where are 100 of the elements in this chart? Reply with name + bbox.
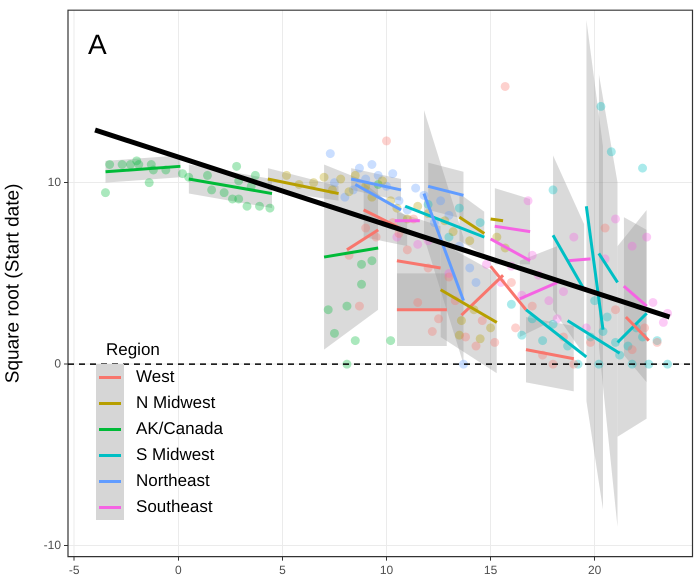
point	[548, 320, 558, 329]
point	[558, 287, 568, 296]
point	[511, 323, 520, 332]
legend-label: Northeast	[136, 471, 210, 491]
point	[413, 298, 422, 307]
point	[372, 232, 381, 242]
point	[367, 160, 376, 169]
y-tick-label: 10	[48, 174, 62, 189]
point	[413, 240, 422, 249]
point	[134, 160, 144, 169]
point	[265, 204, 274, 213]
point	[388, 169, 398, 178]
point	[448, 227, 458, 236]
point	[486, 323, 496, 332]
point	[476, 334, 485, 344]
point	[444, 272, 454, 282]
point	[586, 338, 595, 347]
x-tick-label: 20	[588, 563, 602, 578]
point	[105, 160, 114, 169]
point	[606, 147, 616, 156]
point	[517, 330, 526, 340]
point	[324, 305, 333, 314]
point	[282, 170, 292, 180]
point	[250, 170, 260, 180]
point	[506, 278, 516, 287]
point	[436, 196, 446, 206]
point	[628, 345, 637, 354]
point	[628, 242, 637, 251]
point	[354, 164, 364, 173]
point	[428, 327, 437, 336]
text: A	[88, 28, 107, 60]
point	[354, 302, 364, 311]
point	[357, 260, 366, 269]
x-tick-label: 5	[279, 563, 286, 578]
point	[538, 336, 548, 346]
point	[610, 305, 620, 314]
point	[386, 336, 396, 346]
legend-label: West	[136, 367, 174, 387]
x-tick-label: 10	[380, 563, 394, 578]
point	[642, 232, 652, 242]
point	[472, 278, 481, 287]
legend-label: S Midwest	[136, 445, 214, 465]
x-tick-label: -5	[68, 563, 80, 578]
point	[326, 149, 335, 158]
point	[344, 187, 354, 196]
point	[506, 300, 516, 309]
point	[465, 236, 474, 246]
legend-label: Southeast	[136, 497, 213, 517]
point	[202, 170, 212, 180]
point	[528, 302, 537, 311]
point	[361, 224, 370, 233]
x-tick-label: 0	[174, 563, 182, 578]
point	[461, 332, 470, 342]
point	[544, 296, 554, 306]
point	[478, 316, 487, 326]
point	[342, 302, 352, 311]
point	[378, 176, 387, 186]
point	[330, 328, 339, 338]
point	[524, 196, 533, 206]
point	[320, 172, 329, 182]
point	[472, 342, 481, 351]
point	[456, 316, 466, 326]
point	[610, 214, 620, 224]
point	[490, 338, 500, 347]
x-tick-label: 15	[484, 563, 498, 578]
point	[648, 298, 658, 307]
point	[220, 188, 229, 198]
point	[638, 164, 648, 173]
point	[482, 260, 491, 269]
point	[454, 204, 464, 213]
point	[100, 188, 110, 198]
point	[602, 312, 612, 322]
point	[309, 178, 318, 188]
y-tick-label: -10	[44, 538, 62, 552]
point	[476, 218, 485, 228]
point	[367, 256, 376, 266]
point	[242, 202, 252, 211]
point	[658, 318, 668, 327]
point	[232, 162, 242, 171]
point	[548, 185, 558, 194]
point	[465, 263, 474, 272]
legend-label: AK/Canada	[136, 419, 223, 439]
point	[350, 336, 360, 346]
point	[207, 185, 216, 194]
point	[640, 323, 650, 332]
y-axis-title: Square root (Start date)	[2, 184, 24, 384]
point	[357, 280, 366, 289]
point	[144, 178, 154, 188]
point	[434, 314, 444, 324]
y-tick-label: 0	[54, 356, 62, 370]
point	[336, 174, 346, 184]
legend-label: N Midwest	[136, 393, 216, 413]
point	[596, 102, 606, 111]
point	[569, 232, 578, 242]
point	[382, 136, 391, 146]
legend-title: Region	[106, 340, 161, 360]
point	[118, 160, 127, 169]
point	[234, 194, 244, 204]
point	[411, 184, 420, 193]
point	[255, 202, 264, 211]
